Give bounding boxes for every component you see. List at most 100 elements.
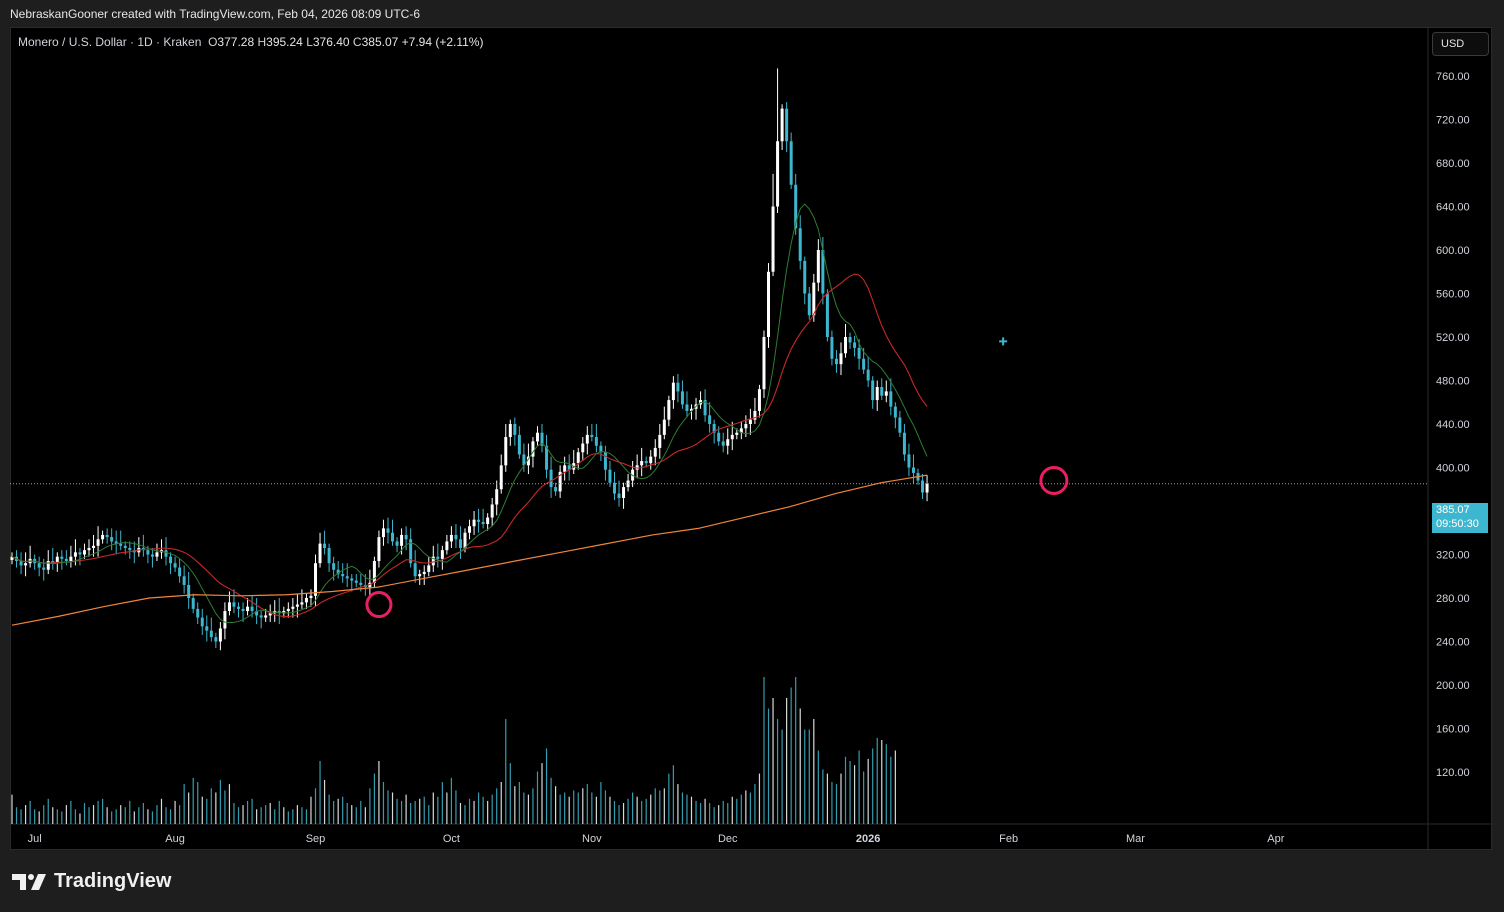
volume-bar	[595, 796, 597, 824]
candle-body	[690, 408, 693, 411]
candle-body	[848, 337, 852, 343]
last-price-tag: 385.07 09:50:30	[1432, 503, 1488, 533]
candle-body	[232, 602, 236, 607]
candle-body	[164, 550, 168, 557]
x-tick-label: Mar	[1126, 833, 1145, 845]
candlestick-chart[interactable]: 120.00160.00200.00240.00280.00320.00360.…	[10, 27, 1492, 850]
volume-bar	[387, 790, 389, 824]
volume-bar	[419, 798, 421, 824]
volume-bar	[487, 800, 489, 824]
volume-bar	[586, 784, 588, 824]
volume-bar	[446, 792, 448, 824]
volume-bar	[29, 800, 31, 824]
candle-body	[857, 347, 861, 359]
volume-bar	[545, 748, 548, 824]
candle-body	[830, 337, 834, 359]
volume-bar	[323, 779, 326, 824]
volume-bar	[138, 807, 140, 824]
volume-bar	[645, 798, 647, 824]
volume-bar	[120, 805, 122, 824]
candle-body	[196, 608, 200, 618]
candle-body	[87, 547, 91, 551]
y-tick-label: 120.00	[1436, 767, 1470, 779]
volume-bar	[564, 792, 566, 824]
volume-bar	[568, 796, 570, 824]
volume-bar	[179, 805, 181, 824]
volume-bar	[804, 729, 806, 824]
volume-bar	[686, 794, 688, 824]
candle-body	[24, 563, 28, 566]
volume-bar	[600, 782, 602, 824]
volume-bar	[210, 788, 212, 824]
candle-body	[617, 493, 621, 498]
volume-bar	[38, 811, 40, 824]
candle-body	[391, 532, 395, 542]
candle-body	[540, 432, 544, 446]
volume-bar	[709, 803, 711, 824]
volume-bar	[129, 800, 131, 824]
volume-bar	[169, 809, 172, 824]
volume-bar	[43, 805, 45, 824]
volume-bar	[151, 811, 154, 824]
volume-bar	[400, 800, 403, 824]
candle-body	[440, 550, 444, 559]
volume-bar	[183, 784, 185, 824]
candle-body	[490, 504, 494, 518]
candle-body	[803, 260, 807, 294]
volume-bar	[382, 782, 385, 824]
volume-bar	[613, 800, 616, 824]
candle-body	[875, 387, 879, 401]
volume-bar	[333, 800, 335, 824]
candle-body	[517, 434, 521, 455]
volume-bar	[890, 756, 892, 824]
ma-200-line	[11, 474, 928, 626]
candle-body	[667, 400, 671, 420]
volume-bar	[97, 800, 99, 824]
candle-body	[554, 487, 558, 492]
candle-body	[323, 543, 327, 548]
candle-body	[726, 439, 730, 446]
volume-bar	[228, 784, 231, 824]
y-tick-label: 440.00	[1436, 419, 1470, 431]
volume-bar	[536, 771, 539, 824]
y-tick-label: 480.00	[1436, 376, 1470, 388]
candle-body	[209, 630, 213, 638]
volume-bar	[233, 803, 235, 824]
y-tick-label: 400.00	[1436, 463, 1470, 475]
candle-body	[825, 293, 829, 337]
volume-bar	[188, 792, 190, 824]
volume-bar	[713, 807, 715, 824]
candle-body	[753, 410, 757, 420]
volume-bar	[20, 809, 22, 824]
candle-body	[413, 563, 417, 577]
x-tick-label: Jul	[28, 833, 42, 845]
x-tick-label: Oct	[443, 833, 460, 845]
candle-body	[286, 608, 290, 612]
candle-body	[472, 519, 476, 527]
volume-bar	[894, 750, 896, 824]
candle-body	[676, 382, 680, 392]
tradingview-logo[interactable]: TradingView	[12, 870, 171, 893]
volume-bar	[663, 788, 665, 824]
candle-body	[318, 543, 322, 564]
candle-body	[644, 460, 648, 464]
volume-bar	[722, 800, 724, 824]
volume-bar	[314, 788, 317, 824]
volume-bar	[749, 792, 751, 824]
volume-bar	[455, 790, 457, 824]
candle-body	[785, 108, 789, 142]
volume-bar	[835, 784, 838, 824]
low-value: 376.40	[312, 35, 350, 49]
y-tick-label: 320.00	[1436, 550, 1470, 562]
volume-bar	[265, 805, 267, 824]
candle-body	[853, 342, 857, 348]
volume-bar	[573, 790, 575, 824]
volume-bar	[405, 794, 407, 824]
candle-body	[19, 561, 23, 566]
volume-bar	[305, 809, 308, 824]
volume-bar	[256, 809, 258, 824]
candle-body	[341, 574, 345, 577]
y-tick-label: 560.00	[1436, 289, 1470, 301]
candle-body	[60, 556, 64, 559]
currency-button[interactable]: USD	[1432, 32, 1489, 56]
